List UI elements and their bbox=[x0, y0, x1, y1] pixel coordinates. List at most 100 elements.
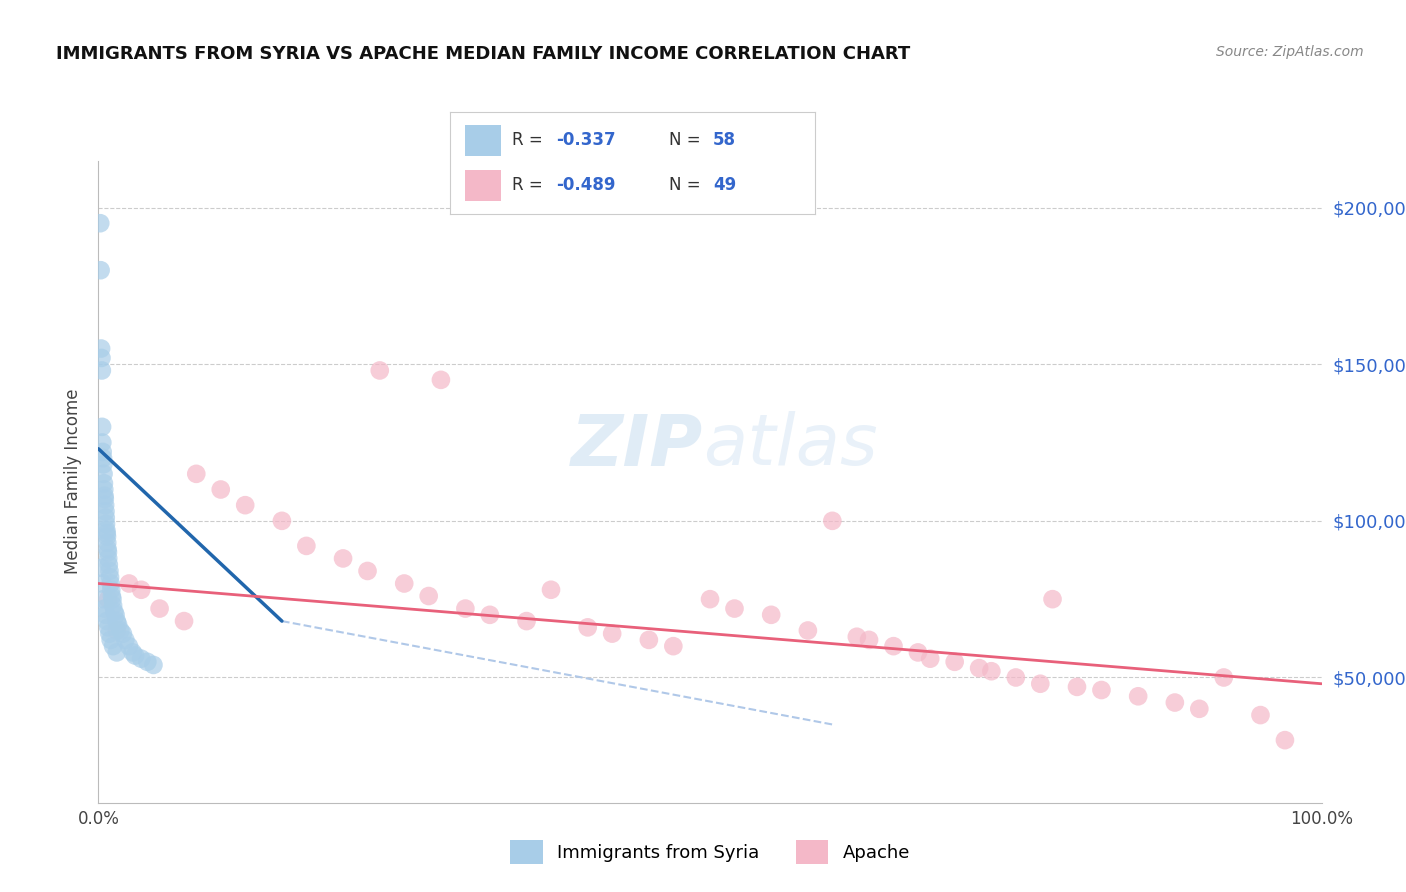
Point bbox=[98, 626, 121, 640]
Text: 49: 49 bbox=[713, 177, 737, 194]
Point bbox=[105, 645, 128, 659]
Point bbox=[662, 639, 685, 653]
Point bbox=[104, 607, 127, 622]
Point bbox=[129, 582, 152, 597]
Bar bbox=[464, 125, 501, 155]
Point bbox=[430, 373, 453, 387]
Point bbox=[97, 545, 120, 559]
Point bbox=[576, 620, 599, 634]
Point bbox=[1212, 671, 1234, 685]
Point bbox=[96, 523, 118, 537]
Point bbox=[91, 576, 114, 591]
Point bbox=[392, 576, 416, 591]
Point bbox=[1274, 733, 1296, 747]
Point bbox=[797, 624, 820, 638]
Point bbox=[96, 614, 118, 628]
Point bbox=[845, 630, 868, 644]
Point bbox=[858, 632, 880, 647]
Point bbox=[118, 576, 141, 591]
Point bbox=[90, 561, 112, 575]
Point bbox=[91, 592, 114, 607]
Point bbox=[540, 582, 562, 597]
Text: atlas: atlas bbox=[703, 411, 877, 481]
Point bbox=[97, 542, 120, 557]
Point bbox=[98, 570, 121, 584]
Text: R =: R = bbox=[512, 177, 548, 194]
Point bbox=[943, 655, 966, 669]
Point bbox=[118, 639, 141, 653]
Point bbox=[91, 420, 114, 434]
Point bbox=[94, 510, 117, 524]
Point bbox=[107, 617, 129, 632]
Text: R =: R = bbox=[512, 131, 548, 149]
Point bbox=[97, 592, 120, 607]
Point bbox=[761, 607, 783, 622]
Point bbox=[295, 539, 318, 553]
Point bbox=[1004, 671, 1026, 685]
Point bbox=[1164, 696, 1187, 710]
Point bbox=[105, 614, 128, 628]
Point bbox=[91, 458, 114, 472]
Point bbox=[124, 648, 146, 663]
Point bbox=[96, 526, 118, 541]
Point bbox=[121, 645, 143, 659]
Point bbox=[723, 601, 745, 615]
Y-axis label: Median Family Income: Median Family Income bbox=[65, 389, 83, 574]
Point bbox=[101, 592, 124, 607]
Point bbox=[332, 551, 354, 566]
Point bbox=[93, 489, 115, 503]
Point bbox=[136, 655, 159, 669]
Point bbox=[90, 351, 112, 365]
Point bbox=[93, 601, 115, 615]
Point bbox=[173, 614, 195, 628]
Point bbox=[100, 632, 122, 647]
Text: -0.337: -0.337 bbox=[555, 131, 616, 149]
Text: N =: N = bbox=[669, 177, 706, 194]
Point bbox=[111, 626, 134, 640]
Point bbox=[94, 504, 117, 518]
Legend: Immigrants from Syria, Apache: Immigrants from Syria, Apache bbox=[503, 833, 917, 871]
Point bbox=[91, 451, 114, 466]
Point bbox=[1090, 683, 1112, 698]
Point bbox=[97, 558, 120, 572]
Point bbox=[97, 620, 120, 634]
Point bbox=[454, 601, 477, 615]
Point bbox=[93, 483, 115, 497]
Point bbox=[91, 435, 114, 450]
Text: Source: ZipAtlas.com: Source: ZipAtlas.com bbox=[1216, 45, 1364, 59]
Point bbox=[110, 624, 132, 638]
Text: -0.489: -0.489 bbox=[555, 177, 616, 194]
Point bbox=[100, 576, 122, 591]
Point bbox=[98, 564, 121, 578]
Point bbox=[94, 607, 117, 622]
Point bbox=[89, 216, 111, 230]
Point bbox=[96, 529, 118, 543]
Bar bbox=[464, 170, 501, 201]
Point bbox=[94, 516, 117, 531]
Text: 58: 58 bbox=[713, 131, 737, 149]
Point bbox=[907, 645, 929, 659]
Text: ZIP: ZIP bbox=[571, 411, 703, 481]
Point bbox=[478, 607, 501, 622]
Point bbox=[93, 467, 115, 481]
Point bbox=[1029, 677, 1052, 691]
Point bbox=[149, 601, 172, 615]
Point bbox=[1128, 690, 1150, 704]
Point bbox=[920, 651, 942, 665]
Point bbox=[600, 626, 623, 640]
Point bbox=[96, 535, 118, 549]
Point bbox=[1188, 702, 1211, 716]
Point bbox=[90, 363, 112, 377]
Text: IMMIGRANTS FROM SYRIA VS APACHE MEDIAN FAMILY INCOME CORRELATION CHART: IMMIGRANTS FROM SYRIA VS APACHE MEDIAN F… bbox=[56, 45, 911, 62]
Point bbox=[129, 651, 152, 665]
Point bbox=[821, 514, 844, 528]
Point bbox=[638, 632, 661, 647]
Point bbox=[103, 605, 125, 619]
Point bbox=[883, 639, 905, 653]
Point bbox=[101, 589, 124, 603]
Point bbox=[101, 599, 124, 613]
Point bbox=[516, 614, 538, 628]
Point bbox=[356, 564, 378, 578]
Point bbox=[368, 363, 391, 377]
Point bbox=[1250, 708, 1272, 723]
